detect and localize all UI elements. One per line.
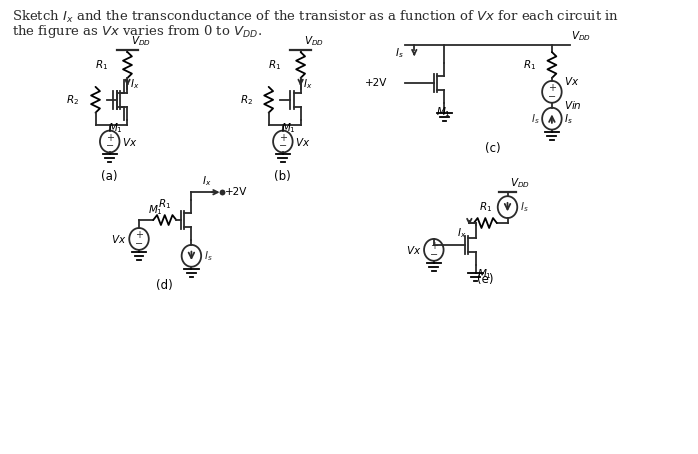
Text: $M_1$: $M_1$ <box>107 122 123 135</box>
Text: +: + <box>135 230 143 240</box>
Text: $R_2$: $R_2$ <box>66 93 80 107</box>
Text: $R_1$: $R_1$ <box>268 58 281 72</box>
Text: +: + <box>105 133 114 143</box>
Text: $Vin$: $Vin$ <box>565 99 582 111</box>
Text: $R_2$: $R_2$ <box>239 93 253 107</box>
Text: (b): (b) <box>274 170 291 183</box>
Text: $Vx$: $Vx$ <box>122 136 138 148</box>
Text: −: − <box>279 142 287 152</box>
Text: $Vx$: $Vx$ <box>565 75 579 87</box>
Text: (d): (d) <box>156 279 173 291</box>
Text: $I_x$: $I_x$ <box>130 78 140 91</box>
Text: (c): (c) <box>484 142 500 154</box>
Text: $R_1$: $R_1$ <box>95 58 108 72</box>
Text: $V_{DD}$: $V_{DD}$ <box>304 35 324 48</box>
Text: $I_x$: $I_x$ <box>304 78 313 91</box>
Text: −: − <box>135 239 143 249</box>
Text: −: − <box>430 250 438 260</box>
Text: $I_x$: $I_x$ <box>457 226 467 240</box>
Text: $I_s$: $I_s$ <box>395 46 403 60</box>
Text: +: + <box>548 83 556 93</box>
Text: $I_s$: $I_s$ <box>204 249 212 263</box>
Text: $M_1$: $M_1$ <box>148 203 163 217</box>
Text: $R_1$: $R_1$ <box>479 200 492 214</box>
Text: −: − <box>105 142 114 152</box>
Text: +: + <box>279 133 287 143</box>
Text: $Vx$: $Vx$ <box>111 233 126 245</box>
Text: $Vx$: $Vx$ <box>295 136 311 148</box>
Text: $R_1$: $R_1$ <box>158 197 172 211</box>
Text: +2V: +2V <box>225 187 248 197</box>
Text: $I_s$: $I_s$ <box>530 112 540 126</box>
Text: $V_{DD}$: $V_{DD}$ <box>510 177 530 190</box>
Text: the figure as $Vx$ varies from 0 to $V_{DD}$.: the figure as $Vx$ varies from 0 to $V_{… <box>12 23 262 40</box>
Text: $I_s$: $I_s$ <box>520 200 528 214</box>
Text: $V_{DD}$: $V_{DD}$ <box>131 35 151 48</box>
Text: (e): (e) <box>477 273 493 286</box>
Text: $Vx$: $Vx$ <box>406 244 422 256</box>
Text: $M_1$: $M_1$ <box>281 122 296 135</box>
Text: (a): (a) <box>101 170 118 183</box>
Text: Sketch $I_x$ and the transconductance of the transistor as a function of $Vx$ fo: Sketch $I_x$ and the transconductance of… <box>12 10 619 25</box>
Text: $R_1$: $R_1$ <box>523 58 536 72</box>
Text: −: − <box>548 92 556 102</box>
Text: $V_{DD}$: $V_{DD}$ <box>572 30 591 43</box>
Text: +: + <box>430 241 438 251</box>
Text: +2V: +2V <box>365 78 387 88</box>
Text: $M_1$: $M_1$ <box>477 267 492 281</box>
Text: $I_s$: $I_s$ <box>565 112 573 126</box>
Text: $M_1$: $M_1$ <box>436 105 450 118</box>
Text: $I_x$: $I_x$ <box>202 174 211 188</box>
